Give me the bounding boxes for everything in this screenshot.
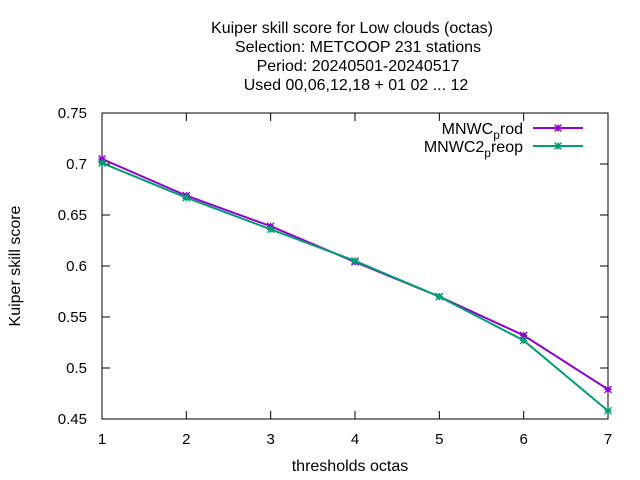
legend: MNWCprod MNWC2preop (424, 121, 583, 160)
series-1-point-0 (98, 159, 106, 167)
legend-marker-0-glyph-stroke-3 (554, 124, 562, 132)
y-tick-label-3: 0.6 (66, 258, 87, 275)
title-line-4: Used 00,06,12,18 + 01 02 ... 12 (244, 77, 469, 94)
y-tick-label-0: 0.45 (58, 411, 87, 428)
legend-marker-1 (554, 142, 562, 150)
x-tick-label-6: 7 (604, 431, 612, 448)
series-layer (98, 154, 612, 415)
x-tick-label-5: 6 (519, 431, 527, 448)
series-0-point-6 (604, 385, 612, 394)
series-1-point-2-stroke-3 (266, 225, 275, 234)
y-axis: 0.45 0.5 0.55 0.6 0.65 0.7 0.75 (58, 105, 608, 428)
legend-label-1: MNWC2preop (424, 139, 523, 160)
legend-label-0: MNWCprod (442, 121, 523, 142)
series-1-point-5 (519, 336, 528, 345)
legend-marker-1-glyph-stroke-3 (554, 142, 562, 150)
series-1-point-6-stroke-3 (604, 406, 612, 415)
title-line-3: Period: 20240501-20240517 (257, 58, 460, 75)
legend-marker-0 (554, 124, 562, 132)
y-tick-label-5: 0.7 (66, 156, 87, 173)
x-tick-label-0: 1 (98, 431, 106, 448)
y-tick-label-6: 0.75 (58, 105, 87, 122)
x-axis: 1 2 3 4 5 6 7 (98, 113, 612, 448)
series-1-point-0-stroke-3 (98, 159, 106, 167)
series-1-point-2 (266, 225, 275, 234)
series-1-point-3-stroke-3 (351, 256, 359, 265)
series-1-point-4 (435, 292, 444, 301)
title-line-1: Kuiper skill score for Low clouds (octas… (211, 20, 493, 37)
legend-marker-1-glyph (554, 142, 562, 150)
series-1-point-1 (182, 193, 191, 202)
chart-title: Kuiper skill score for Low clouds (octas… (211, 20, 493, 94)
legend-marker-0-glyph (554, 124, 562, 132)
y-tick-label-4: 0.65 (58, 207, 87, 224)
series-1-point-1-stroke-3 (182, 193, 191, 202)
plot-frame (101, 112, 609, 420)
y-axis-label: Kuiper skill score (7, 205, 24, 326)
series-1-point-3 (351, 256, 359, 265)
series-line-1 (101, 162, 609, 412)
x-tick-label-4: 5 (435, 431, 443, 448)
legend-item-0: MNWCprod (442, 121, 583, 142)
series-1-point-4-stroke-3 (435, 292, 444, 301)
series-0-point-6-stroke-3 (604, 385, 612, 394)
x-tick-label-2: 3 (266, 431, 274, 448)
x-tick-label-3: 4 (351, 431, 359, 448)
y-tick-label-2: 0.55 (58, 309, 87, 326)
x-tick-label-1: 2 (182, 431, 190, 448)
series-1-point-5-stroke-3 (519, 336, 528, 345)
y-tick-label-1: 0.5 (66, 360, 87, 377)
title-line-2: Selection: METCOOP 231 stations (235, 39, 481, 56)
x-axis-label: thresholds octas (292, 458, 409, 475)
legend-item-1: MNWC2preop (424, 139, 583, 160)
series-1-point-6 (604, 406, 612, 415)
